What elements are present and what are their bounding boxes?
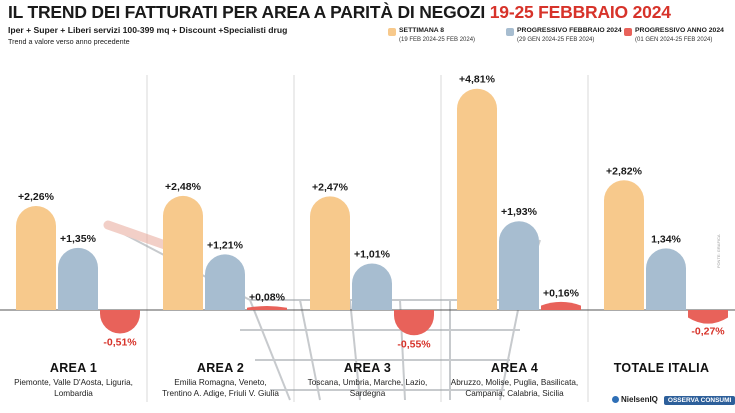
bar <box>205 254 245 310</box>
value-label: +4,81% <box>459 74 496 86</box>
bar <box>163 195 203 310</box>
value-label: +1,93% <box>501 206 538 218</box>
chart-subtitle: Iper + Super + Liberi servizi 100-399 mq… <box>8 25 288 35</box>
bar <box>541 301 581 310</box>
legend-swatch <box>506 28 514 36</box>
group-label: AREA 1 <box>50 361 97 375</box>
group-labels: AREA 1 Piemonte, Valle D'Aosta, Liguria, L… <box>14 361 709 398</box>
bar <box>247 305 287 310</box>
value-label: 1,34% <box>651 233 681 245</box>
osserva-consumi-logo: OSSERVA CONSUMI <box>663 396 735 405</box>
bar <box>16 206 56 310</box>
legend-name: PROGRESSIVO FEBBRAIO 2024 <box>517 27 622 34</box>
bar <box>58 247 98 310</box>
bar <box>394 310 434 336</box>
legend-name: PROGRESSIVO ANNO 2024 <box>635 27 724 34</box>
legend-range: (19 FEB 2024-25 FEB 2024) <box>399 37 476 43</box>
group-sublabel: Sardegna <box>350 389 386 398</box>
value-label: +2,82% <box>606 165 643 177</box>
value-label: +2,26% <box>18 191 55 203</box>
value-label: +2,47% <box>312 181 349 193</box>
legend-swatch <box>624 28 632 36</box>
group-label: AREA 4 <box>491 361 538 375</box>
group-sublabel: Campania, Calabria, Sicilia <box>465 389 564 398</box>
credit-text: FONTE: GRAFICA <box>716 234 721 268</box>
chart-title-main: IL TREND DEI FATTURATI PER AREA A PARITÀ… <box>8 2 486 22</box>
bar <box>100 310 140 334</box>
chart-note: Trend a valore verso anno precedente <box>8 37 130 46</box>
bar <box>352 263 392 310</box>
value-label: -0,55% <box>397 338 431 350</box>
legend-name: SETTIMANA 8 <box>399 27 445 34</box>
value-label: +0,16% <box>543 288 580 300</box>
nielseniq-logo-icon <box>612 396 619 403</box>
group-label: TOTALE ITALIA <box>614 361 710 375</box>
legend-range: (29 GEN 2024-25 FEB 2024) <box>517 37 595 43</box>
brand-logos: NielsenIQ OSSERVA CONSUMI <box>612 395 735 405</box>
value-label: -0,27% <box>691 325 725 337</box>
value-label: +1,35% <box>60 233 97 245</box>
bar <box>457 88 497 311</box>
group-sublabel: Abruzzo, Molise, Puglia, Basilicata, <box>451 378 578 387</box>
value-label: +1,01% <box>354 249 391 261</box>
value-label: +0,08% <box>249 291 286 303</box>
group-sublabel: Toscana, Umbria, Marche, Lazio, <box>308 378 428 387</box>
value-label: +2,48% <box>165 181 202 193</box>
group-dividers <box>146 75 589 402</box>
bars <box>16 88 728 336</box>
group-sublabel: Emilia Romagna, Veneto, <box>174 378 266 387</box>
legend-swatch <box>388 28 396 36</box>
nielseniq-logo-text: NielsenIQ <box>621 395 658 404</box>
chart-title: IL TREND DEI FATTURATI PER AREA A PARITÀ… <box>8 2 671 23</box>
chart-title-period: 19-25 FEBBRAIO 2024 <box>489 2 671 22</box>
value-labels: +2,26% +1,35% -0,51% +2,48% +1,21% +0,08% +2,4… <box>18 74 725 351</box>
bar <box>499 221 539 310</box>
bar <box>688 310 728 324</box>
group-sublabel: Lombardia <box>54 389 93 398</box>
legend-range: (01 GEN 2024-25 FEB 2024) <box>635 37 713 43</box>
value-label: -0,51% <box>103 336 137 348</box>
group-label: AREA 2 <box>197 361 244 375</box>
bar <box>604 180 644 310</box>
group-label: AREA 3 <box>344 361 391 375</box>
bar <box>310 196 350 310</box>
value-label: +1,21% <box>207 239 244 251</box>
group-sublabel: Piemonte, Valle D'Aosta, Liguria, <box>14 378 133 387</box>
group-sublabel: Trentino A. Adige, Friuli V. Giulia <box>162 389 279 398</box>
bar <box>646 248 686 310</box>
